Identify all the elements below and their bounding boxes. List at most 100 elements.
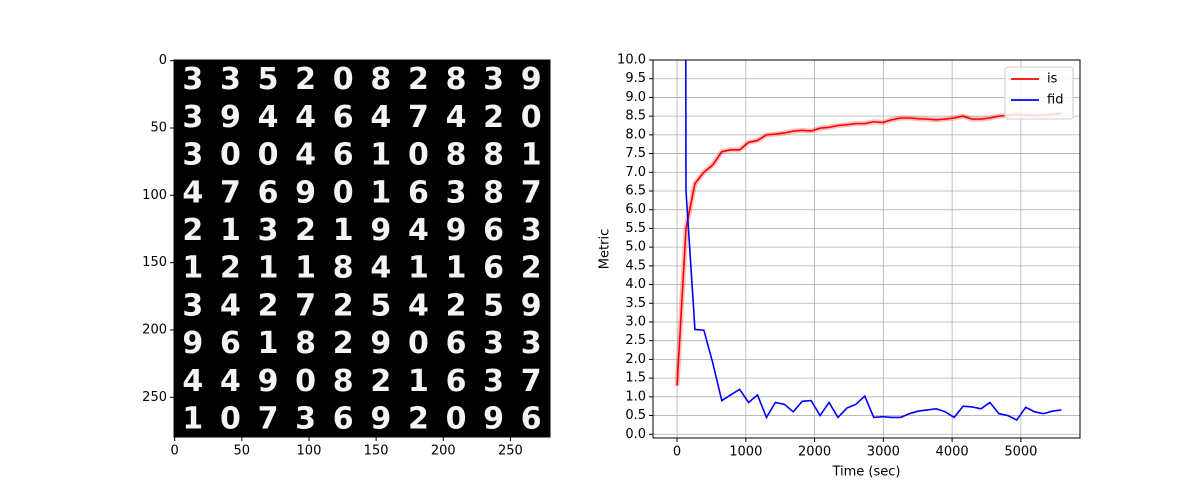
digit: 1 (521, 138, 542, 173)
plot-area (674, 60, 1062, 422)
y-tick-label: 8.5 (625, 109, 646, 124)
series-line (684, 60, 1062, 422)
digit: 6 (220, 326, 241, 361)
digit: 7 (521, 364, 542, 399)
digit: 0 (446, 402, 467, 437)
digit: 9 (370, 326, 391, 361)
digit: 9 (483, 402, 504, 437)
digit: 1 (370, 138, 391, 173)
digit: 8 (446, 138, 467, 173)
digit: 7 (295, 288, 316, 323)
digit: 6 (446, 326, 467, 361)
digit: 3 (295, 402, 316, 437)
digit: 2 (295, 62, 316, 97)
digit: 4 (446, 100, 467, 135)
digit: 1 (408, 364, 429, 399)
y-tick-label: 4.5 (625, 258, 646, 273)
x-tick-label: 150 (364, 444, 389, 459)
y-tick-label: 0.5 (625, 408, 646, 423)
digit: 2 (521, 251, 542, 286)
x-tick-label: 1000 (729, 445, 762, 460)
digit: 4 (295, 100, 316, 135)
digit: 9 (220, 100, 241, 135)
digit: 3 (182, 62, 203, 97)
digit: 3 (521, 213, 542, 248)
digit: 0 (220, 402, 241, 437)
digit: 6 (333, 138, 354, 173)
digit: 0 (333, 175, 354, 210)
digit: 8 (333, 364, 354, 399)
digit: 6 (483, 213, 504, 248)
digit: 7 (521, 175, 542, 210)
digit: 9 (258, 364, 279, 399)
digit: 9 (446, 213, 467, 248)
x-tick-label: 3000 (867, 445, 900, 460)
legend-label: fid (1047, 93, 1063, 108)
y-tick-label: 150 (142, 255, 167, 270)
y-tick-label: 1.0 (625, 389, 646, 404)
digit: 5 (370, 288, 391, 323)
y-tick-label: 1.5 (625, 371, 646, 386)
x-tick-label: 250 (498, 444, 523, 459)
digit: 2 (333, 326, 354, 361)
digit: 1 (446, 251, 467, 286)
digit: 7 (220, 175, 241, 210)
y-tick-label: 5.5 (625, 221, 646, 236)
digit: 1 (333, 213, 354, 248)
digit: 2 (182, 213, 203, 248)
digit: 3 (220, 62, 241, 97)
digit: 2 (370, 364, 391, 399)
x-tick-label: 4000 (936, 445, 969, 460)
y-tick-label: 6.0 (625, 202, 646, 217)
digit: 1 (370, 175, 391, 210)
digit: 6 (483, 251, 504, 286)
digit: 8 (446, 62, 467, 97)
y-tick-label: 0.0 (625, 427, 646, 442)
digit: 4 (370, 251, 391, 286)
digit: 4 (182, 175, 203, 210)
axes-frame (173, 59, 551, 438)
digit: 4 (220, 288, 241, 323)
x-axis-label: Time (sec) (831, 465, 900, 480)
digit: 6 (258, 175, 279, 210)
digit: 3 (521, 326, 542, 361)
digit: 0 (220, 138, 241, 173)
digit: 6 (333, 402, 354, 437)
digit: 3 (182, 100, 203, 135)
series-line (676, 112, 1062, 386)
digit: 3 (182, 138, 203, 173)
y-tick-label: 9.0 (625, 90, 646, 105)
x-tick-label: 2000 (798, 445, 831, 460)
digit: 8 (295, 326, 316, 361)
digit: 1 (408, 251, 429, 286)
digit: 8 (370, 62, 391, 97)
series-band (674, 111, 1062, 386)
digit: 1 (295, 251, 316, 286)
digit: 5 (258, 62, 279, 97)
digit: 4 (220, 364, 241, 399)
digit: 8 (483, 175, 504, 210)
digit: 4 (408, 213, 429, 248)
digit: 1 (182, 402, 203, 437)
digit: 3 (446, 175, 467, 210)
x-tick-label: 0 (673, 445, 681, 460)
digit: 6 (408, 175, 429, 210)
digit: 9 (521, 62, 542, 97)
x-tick-label: 200 (431, 444, 456, 459)
legend-box (1004, 66, 1074, 120)
digit: 1 (182, 251, 203, 286)
x-tick-label: 50 (234, 444, 251, 459)
digit: 3 (483, 364, 504, 399)
digit: 9 (295, 175, 316, 210)
y-tick-label: 3.0 (625, 314, 646, 329)
y-tick-label: 4.0 (625, 277, 646, 292)
y-tick-label: 0 (159, 53, 167, 68)
y-tick-label: 7.0 (625, 165, 646, 180)
digit: 1 (220, 213, 241, 248)
y-tick-label: 2.0 (625, 352, 646, 367)
digit: 4 (408, 288, 429, 323)
digit: 9 (182, 326, 203, 361)
digit: 1 (258, 326, 279, 361)
